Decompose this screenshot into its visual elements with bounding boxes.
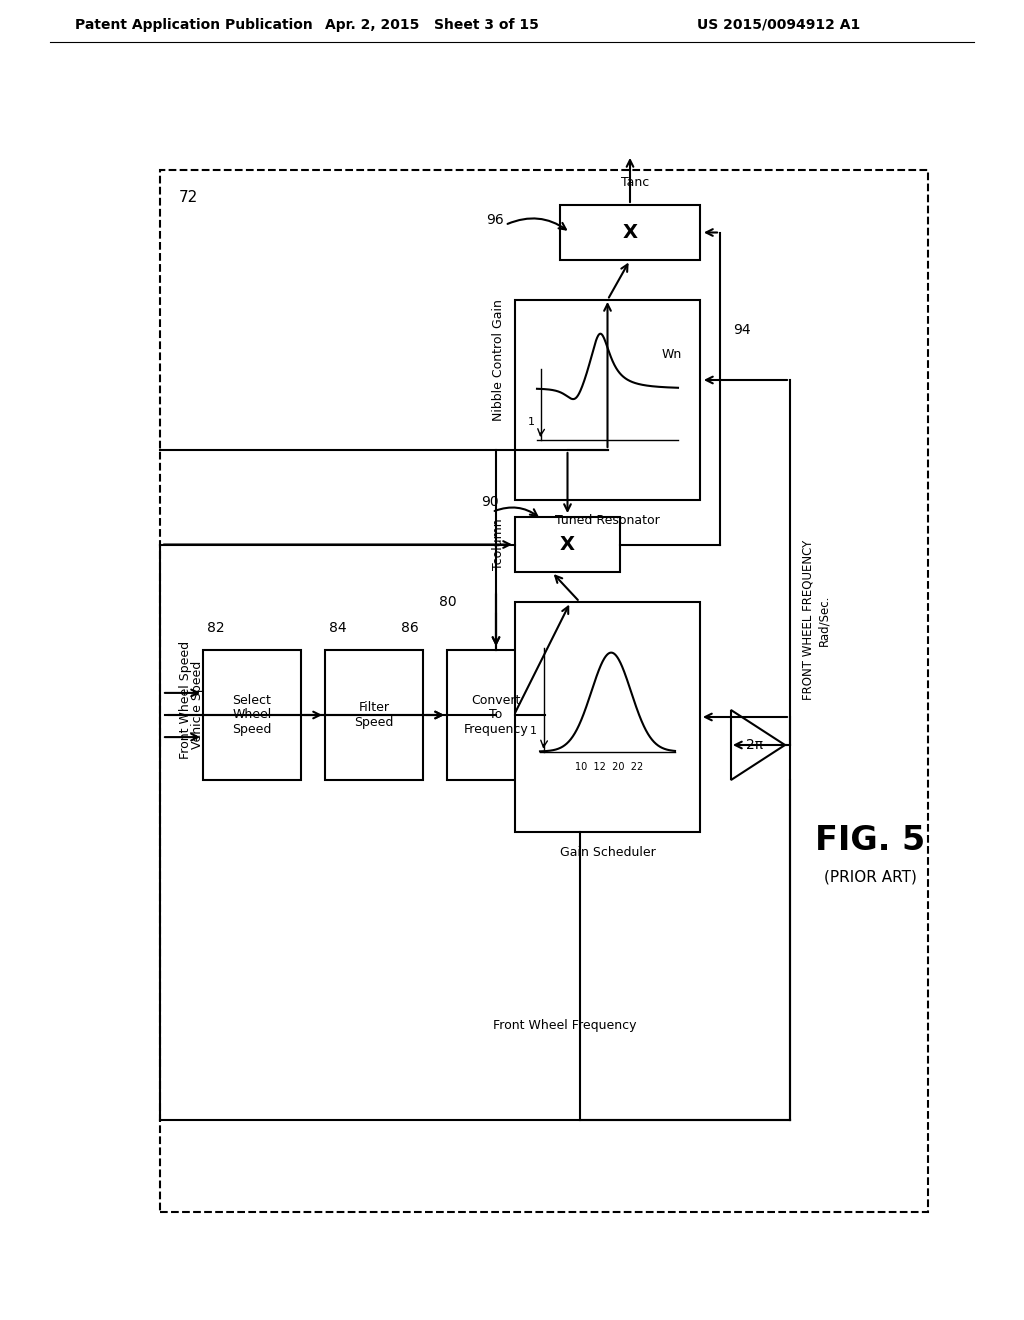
Text: 72: 72 — [178, 190, 198, 206]
Text: Convert
To
Frequency: Convert To Frequency — [464, 693, 528, 737]
Bar — [515, 517, 620, 572]
Text: 82: 82 — [207, 620, 224, 635]
Text: Apr. 2, 2015   Sheet 3 of 15: Apr. 2, 2015 Sheet 3 of 15 — [325, 18, 539, 32]
Text: FIG. 5: FIG. 5 — [815, 824, 925, 857]
Text: 84: 84 — [329, 620, 347, 635]
Text: X: X — [560, 535, 575, 554]
Text: Patent Application Publication: Patent Application Publication — [75, 18, 312, 32]
Text: Front Wheel Frequency: Front Wheel Frequency — [494, 1019, 637, 1031]
Text: Tanc: Tanc — [621, 177, 649, 190]
Text: FRONT WHEEL FREQUENCY: FRONT WHEEL FREQUENCY — [802, 540, 814, 700]
Text: 86: 86 — [401, 620, 419, 635]
Bar — [325, 649, 423, 780]
Text: Gain Scheduler: Gain Scheduler — [560, 846, 655, 858]
Text: (PRIOR ART): (PRIOR ART) — [823, 870, 916, 884]
Text: Front Wheel Speed: Front Wheel Speed — [178, 642, 191, 759]
Text: US 2015/0094912 A1: US 2015/0094912 A1 — [696, 18, 860, 32]
Text: 96: 96 — [486, 213, 504, 227]
Bar — [160, 170, 928, 1212]
Text: Wn: Wn — [662, 347, 682, 360]
Bar — [515, 300, 700, 500]
Bar — [203, 649, 301, 780]
Text: 80: 80 — [439, 595, 457, 609]
Text: Select
Wheel
Speed: Select Wheel Speed — [232, 693, 271, 737]
Text: Rad/Sec.: Rad/Sec. — [817, 594, 830, 645]
Text: Tuned Resonator: Tuned Resonator — [555, 513, 659, 527]
Text: 10  12  20  22: 10 12 20 22 — [575, 763, 643, 772]
Text: Nibble Control Gain: Nibble Control Gain — [493, 300, 506, 421]
Text: Vehicle Speed: Vehicle Speed — [190, 661, 204, 750]
Bar — [560, 205, 700, 260]
Text: 90: 90 — [481, 495, 499, 510]
Text: Tcolumn: Tcolumn — [493, 519, 506, 570]
Bar — [515, 602, 700, 832]
Text: 1: 1 — [530, 726, 537, 737]
Text: X: X — [623, 223, 638, 242]
Text: Filter
Speed: Filter Speed — [354, 701, 393, 729]
Bar — [447, 649, 545, 780]
Text: 2π: 2π — [746, 738, 764, 752]
Text: 1: 1 — [528, 417, 535, 426]
Text: 94: 94 — [733, 323, 751, 337]
